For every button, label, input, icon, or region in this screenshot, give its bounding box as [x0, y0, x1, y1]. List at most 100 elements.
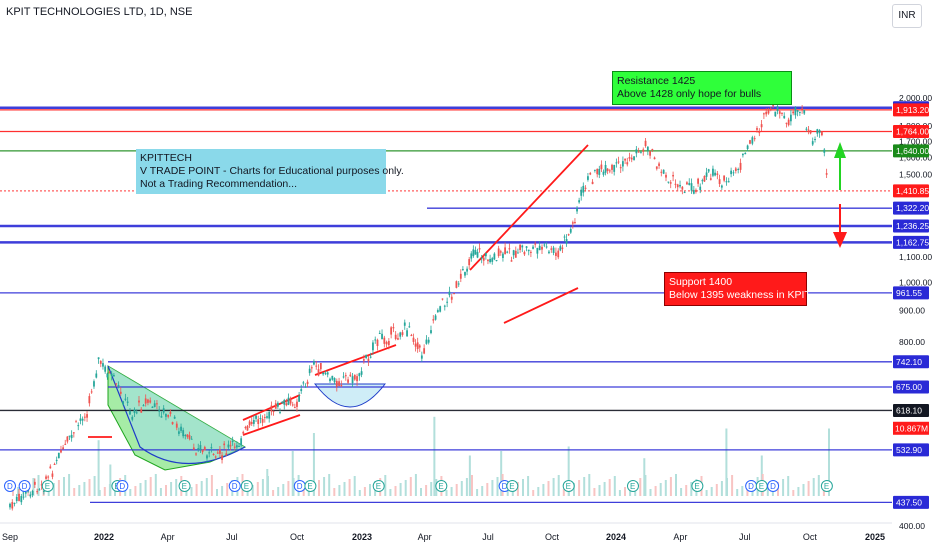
candle-body: [584, 187, 587, 189]
candle-body: [133, 409, 136, 413]
volume-bar: [93, 476, 96, 496]
candle-body: [598, 168, 601, 175]
event-marker-label: D: [119, 482, 125, 491]
candle-body: [796, 110, 799, 112]
volume-bar: [578, 480, 581, 496]
candle-body: [563, 236, 566, 238]
candle-body: [38, 489, 41, 491]
volume-bar: [267, 476, 269, 496]
volume-bar: [725, 428, 728, 496]
volume-bar: [302, 489, 305, 496]
candle-body: [102, 363, 104, 367]
volume-bar: [226, 483, 229, 496]
candle-body: [441, 298, 444, 300]
volume-bar: [363, 487, 366, 496]
candle-body: [617, 161, 620, 163]
candle-body: [302, 382, 305, 384]
candle-body: [131, 416, 134, 420]
candle-body: [255, 415, 257, 419]
volume-bar: [389, 489, 392, 496]
candle-body: [365, 354, 368, 358]
candle-body: [472, 249, 475, 257]
candle-body: [29, 494, 32, 497]
candle-body: [147, 399, 149, 403]
level-label-box: [893, 103, 929, 117]
volume-bar: [547, 481, 550, 496]
candle-body: [108, 372, 111, 374]
candle-body: [701, 180, 704, 182]
volume-bar: [353, 476, 356, 496]
candle-body: [186, 434, 189, 437]
trend-line: [469, 144, 589, 271]
candle-body: [322, 372, 325, 375]
candle-body: [188, 435, 191, 439]
volume-bar: [797, 487, 800, 496]
candle-body: [149, 400, 152, 403]
candle-body: [538, 245, 541, 251]
resistance-note: Resistance 1425 Above 1428 only hope for…: [612, 71, 792, 105]
info-note-line: V TRADE POINT - Charts for Educational p…: [140, 165, 404, 177]
candle-body: [70, 434, 73, 439]
candle-body: [293, 407, 296, 409]
candle-body: [283, 399, 286, 405]
candle-body: [195, 453, 197, 455]
volume-bar: [782, 479, 785, 496]
volume-bar: [675, 474, 677, 496]
candle-body: [270, 405, 273, 412]
volume-bar: [705, 490, 708, 496]
support-note: Support 1400 Below 1395 weakness in KPIT: [664, 272, 811, 306]
volume-bar: [603, 482, 606, 496]
x-tick-label: Sep: [2, 532, 18, 542]
volume-bar: [562, 489, 565, 496]
level-label: 1,640.00: [896, 146, 929, 156]
x-tick-label: Oct: [545, 532, 560, 542]
volume-bar: [292, 478, 295, 496]
candle-body: [630, 157, 633, 160]
trend-line: [242, 414, 301, 436]
candle-body: [716, 173, 719, 175]
candle-body: [45, 476, 47, 479]
volume-bar: [83, 482, 86, 496]
candle-body: [233, 446, 236, 448]
level-label-box: [893, 201, 929, 215]
candle-body: [296, 401, 298, 407]
candle-body: [171, 422, 174, 425]
candle-body: [443, 305, 446, 307]
down-arrow: [833, 204, 848, 248]
candle-body: [615, 162, 618, 164]
volume-bar: [348, 479, 351, 496]
level-label: 1,913.20: [896, 105, 929, 115]
candle-body: [803, 109, 806, 114]
event-marker-label: D: [502, 482, 508, 491]
level-label: 618.10: [896, 405, 922, 415]
volume-bar: [129, 489, 132, 496]
candle-body: [439, 306, 442, 312]
volume-bar: [644, 475, 647, 496]
candle-body: [742, 153, 744, 156]
volume-bar: [343, 482, 346, 496]
volume-bar: [139, 483, 142, 496]
candle-body: [480, 257, 483, 259]
candle-body: [746, 145, 749, 150]
candle-body: [219, 449, 221, 454]
candle-body: [484, 253, 487, 257]
level-label-box: [893, 219, 929, 233]
candle-body: [250, 422, 253, 424]
up-arrow: [834, 142, 847, 190]
candle-body: [737, 169, 740, 171]
currency-button[interactable]: INR: [892, 4, 922, 28]
volume-bar: [726, 478, 728, 496]
candle-body: [651, 148, 654, 150]
candle-body: [783, 115, 786, 119]
volume-bar: [766, 488, 769, 496]
level-label: 742.10: [896, 357, 922, 367]
candle-body: [646, 146, 649, 151]
event-marker-label: E: [45, 482, 50, 491]
candle-body: [104, 366, 107, 372]
candle-body: [360, 371, 363, 375]
volume-bar: [516, 482, 519, 496]
candle-body: [33, 481, 36, 485]
volume-bar: [736, 489, 739, 496]
candle-body: [635, 149, 638, 154]
